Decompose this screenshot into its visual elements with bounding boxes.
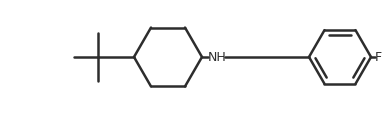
Text: F: F (375, 51, 382, 64)
Text: NH: NH (208, 51, 227, 64)
